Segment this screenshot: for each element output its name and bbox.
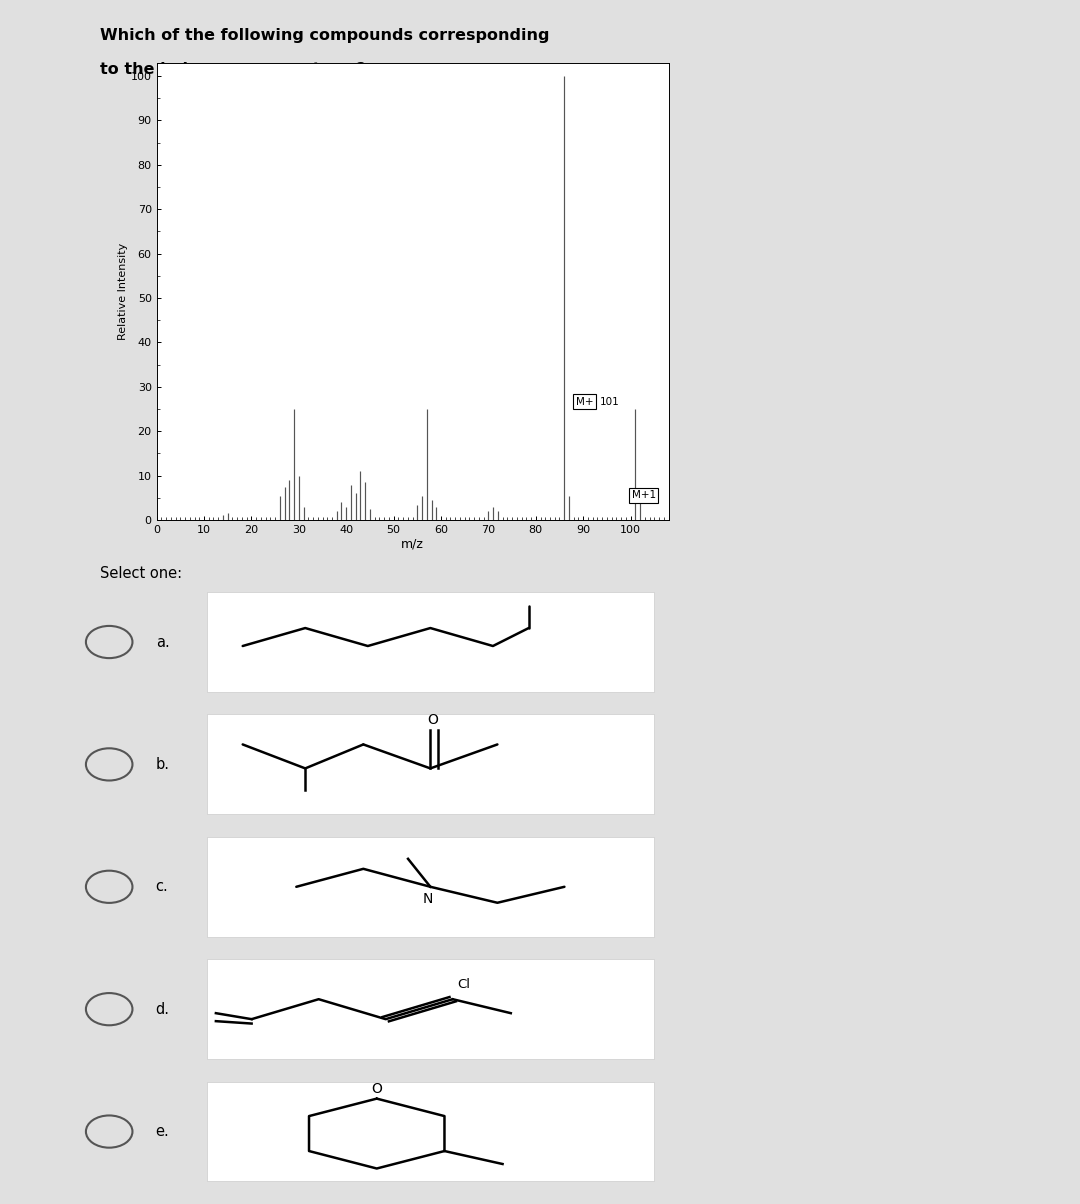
Text: Select one:: Select one: [99,566,183,582]
Text: e.: e. [156,1125,170,1139]
Text: 101: 101 [599,397,620,407]
Text: Cl: Cl [457,978,470,991]
Text: M+1: M+1 [632,490,656,500]
Text: to the below mass spectrum?: to the below mass spectrum? [100,63,366,77]
Text: a.: a. [156,635,170,649]
Text: b.: b. [156,757,170,772]
FancyBboxPatch shape [207,1081,653,1181]
FancyBboxPatch shape [207,960,653,1060]
Text: N: N [423,892,433,905]
Text: O: O [372,1082,382,1096]
FancyBboxPatch shape [207,837,653,937]
Text: O: O [428,714,438,727]
X-axis label: m/z: m/z [401,538,424,550]
Text: d.: d. [156,1002,170,1016]
FancyBboxPatch shape [207,714,653,814]
Text: c.: c. [156,879,168,895]
Y-axis label: Relative Intensity: Relative Intensity [118,243,127,340]
Text: Which of the following compounds corresponding: Which of the following compounds corresp… [100,28,550,42]
Text: M+: M+ [576,397,594,407]
FancyBboxPatch shape [207,592,653,692]
